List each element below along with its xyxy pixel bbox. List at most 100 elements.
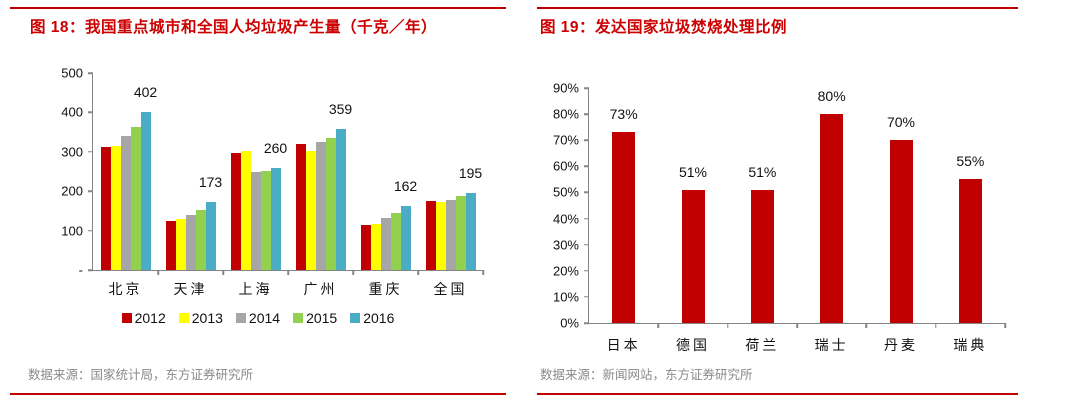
- legend-swatch: [178, 313, 189, 323]
- x-axis-tick-mark: [482, 270, 484, 275]
- legend-label: 2015: [306, 310, 338, 326]
- legend-label: 2013: [191, 310, 223, 326]
- y-axis-tick-label: 30%: [552, 237, 579, 253]
- bar-value-label: 173: [198, 173, 223, 190]
- bar: [455, 195, 466, 270]
- legend-item-2016: 2016: [350, 310, 394, 326]
- y-axis-tick-mark: [584, 296, 589, 298]
- figure-18-source: 数据来源：国家统计局，东方证券研究所: [28, 368, 254, 382]
- y-axis-tick-mark: [584, 217, 589, 220]
- y-axis-tick-mark: [584, 165, 589, 168]
- x-axis-category-label: 全国: [433, 281, 468, 297]
- figure-19-panel: 图 19：发达国家垃圾焚烧处理比例 90% 80% 70% 60% 50% 40% 30% 2…: [537, 0, 1018, 411]
- x-axis-category-label: 丹麦: [884, 337, 918, 353]
- y-axis-tick-mark: [584, 191, 589, 194]
- figure-18-bottom-rule: [10, 393, 506, 395]
- bar: [250, 172, 261, 270]
- y-axis-tick-mark: [584, 243, 589, 246]
- y-axis-tick-label: 80%: [552, 106, 579, 122]
- y-axis-tick-label: 0%: [560, 315, 579, 331]
- legend: 2012 2013 2014 2015 2016: [10, 310, 506, 326]
- bar: [360, 225, 371, 270]
- legend-item-2013: 2013: [178, 310, 223, 326]
- bar-value-label: 51%: [678, 163, 708, 180]
- y-axis-tick-mark: [584, 87, 589, 89]
- x-axis-category-label: 瑞典: [953, 337, 988, 353]
- legend-item-2014: 2014: [235, 310, 280, 326]
- bar: [100, 147, 111, 270]
- x-axis-category-label: 重庆: [368, 281, 403, 297]
- legend-swatch: [350, 313, 361, 323]
- x-axis-category-label: 广州: [303, 281, 338, 297]
- bar-value-label: 70%: [886, 114, 916, 131]
- y-axis-tick-label: 10%: [552, 289, 579, 305]
- bar-value-label: 51%: [748, 163, 777, 180]
- figure-19-source: 数据来源：新闻网站，东方证券研究所: [540, 368, 753, 382]
- y-axis-tick-mark: [88, 111, 93, 114]
- figure-18-chart: 500 400 300 200 100 - 北京 402 天津 173 上海 260 广州 359 重庆 16…: [61, 66, 484, 297]
- bar: [165, 220, 176, 270]
- legend-item-2012: 2012: [121, 310, 166, 326]
- bar: [400, 206, 411, 270]
- y-axis-tick-label: 500: [61, 65, 83, 81]
- x-axis-tick-mark: [934, 323, 937, 328]
- bar-value-label: 80%: [817, 88, 846, 105]
- x-axis-tick-mark: [287, 270, 289, 275]
- bar: [335, 128, 346, 270]
- x-axis-tick-mark: [352, 270, 354, 275]
- bar: [260, 170, 271, 270]
- bar-value-label: 195: [458, 165, 483, 182]
- y-axis-tick-label: 300: [61, 144, 83, 160]
- bar: [750, 189, 774, 323]
- y-axis-tick-mark: [88, 229, 93, 232]
- bar: [390, 212, 401, 270]
- x-axis-tick-mark: [657, 323, 660, 328]
- x-axis-category-label: 荷兰: [745, 337, 780, 353]
- y-axis-tick-label: 70%: [552, 132, 579, 148]
- y-axis-tick-label: 90%: [552, 80, 579, 96]
- bar: [325, 138, 336, 270]
- y-axis-tick-label: 400: [61, 104, 83, 120]
- bar-value-label: 260: [263, 139, 288, 156]
- y-axis-tick-label: 200: [61, 183, 83, 199]
- bar: [820, 114, 844, 323]
- figure-19-plot-area: 90% 80% 70% 60% 50% 40% 30% 20% 10% 0% 日本 73% 德国 51% 荷…: [553, 81, 1006, 353]
- bar: [380, 218, 391, 270]
- bar: [465, 193, 476, 270]
- y-axis-tick-label: 60%: [552, 158, 579, 174]
- bar: [110, 145, 121, 270]
- bar: [140, 111, 151, 270]
- x-axis-tick-mark: [1004, 323, 1006, 328]
- bar: [445, 200, 456, 270]
- bar: [185, 214, 196, 270]
- legend-label: 2012: [134, 310, 166, 326]
- bar: [240, 151, 251, 270]
- y-axis-tick-label: 40%: [552, 211, 579, 227]
- figure-18-panel: 图 18：我国重点城市和全国人均垃圾产生量（千克／年） 500 400 300 200…: [10, 0, 506, 411]
- legend-item-2015: 2015: [293, 310, 337, 326]
- x-axis-category-label: 北京: [108, 281, 143, 297]
- bar: [195, 209, 206, 270]
- bar: [295, 143, 306, 270]
- x-axis-category-label: 上海: [238, 281, 273, 297]
- bar: [230, 152, 241, 270]
- bar-value-label: 73%: [609, 106, 638, 123]
- bar: [425, 200, 436, 270]
- x-axis-tick-mark: [865, 323, 868, 328]
- x-axis-category-label: 日本: [606, 337, 641, 353]
- x-axis-category-label: 天津: [173, 281, 208, 297]
- bar-value-label: 402: [133, 83, 158, 100]
- bar: [958, 179, 982, 323]
- bar: [681, 189, 705, 323]
- y-axis-tick-label: 20%: [552, 263, 579, 279]
- figure-19-title: 图 19：发达国家垃圾焚烧处理比例: [540, 19, 788, 36]
- bar: [612, 132, 636, 323]
- bar-value-label: 55%: [956, 153, 985, 170]
- figure-19-bottom-rule: [537, 393, 1018, 395]
- y-axis-tick-mark: [88, 72, 93, 74]
- y-axis-tick-mark: [584, 322, 589, 324]
- x-axis-tick-mark: [157, 270, 159, 275]
- x-axis-tick-mark: [726, 323, 729, 328]
- figure-19-chart: 90% 80% 70% 60% 50% 40% 30% 20% 10% 0% 日本 73% 德国 51% 荷…: [553, 81, 1006, 353]
- bar: [270, 167, 281, 270]
